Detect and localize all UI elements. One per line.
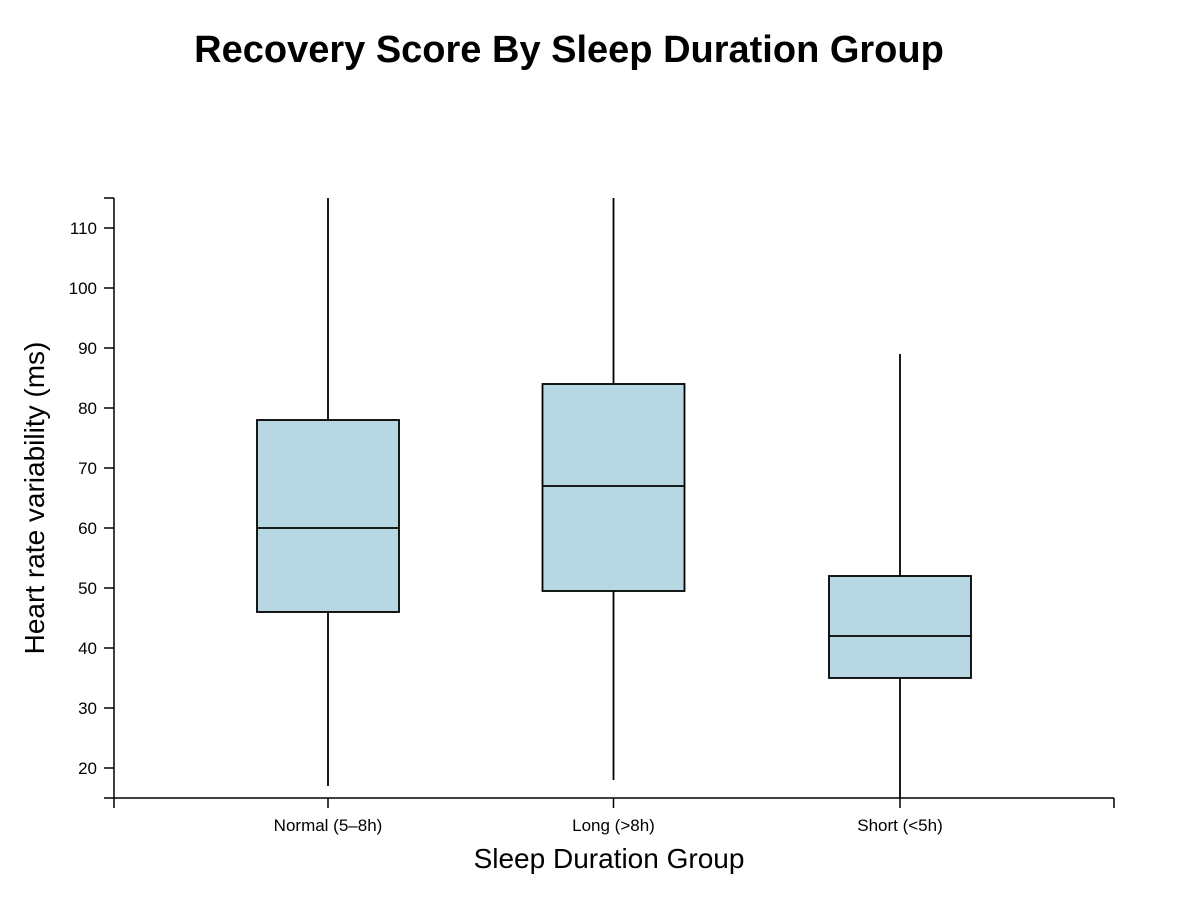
y-tick-label: 100 [69,279,97,298]
iqr-box [828,575,972,679]
x-axis-label: Sleep Duration Group [474,843,745,874]
y-tick-label: 90 [78,339,97,358]
y-tick-label: 30 [78,699,97,718]
y-tick-label: 40 [78,639,97,658]
plot-area: 20 30 40 50 60 70 80 90 100 110 Normal (5–8h) Long … [69,197,1115,835]
y-tick-label: 60 [78,519,97,538]
iqr-box [541,383,686,592]
x-tick-label: Long (>8h) [572,816,655,835]
y-tick-label: 50 [78,579,97,598]
x-tick-label: Normal (5–8h) [274,816,383,835]
y-tick-label: 80 [78,399,97,418]
x-tick-label: Short (<5h) [857,816,943,835]
iqr-box [256,419,400,613]
y-axis-label: Heart rate variability (ms) [19,342,50,655]
y-tick-label: 20 [78,759,97,778]
y-tick-label: 110 [70,219,97,238]
chart-title: Recovery Score By Sleep Duration Group [194,29,944,71]
y-tick-label: 70 [78,459,97,478]
